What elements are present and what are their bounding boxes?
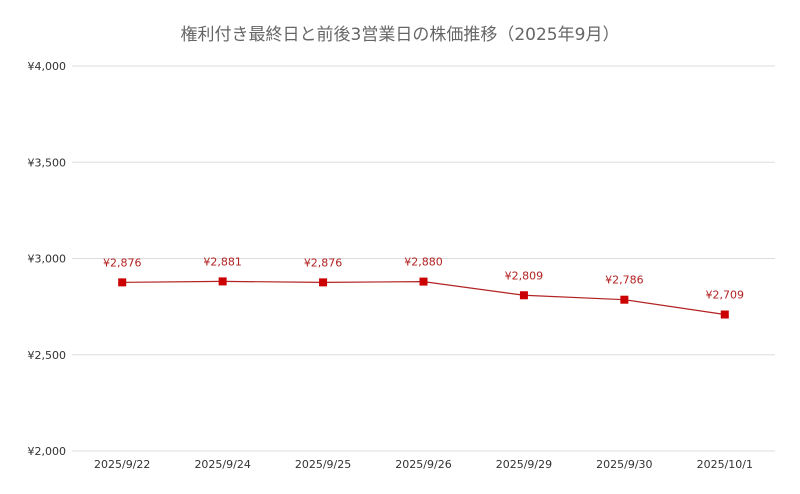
series	[118, 277, 729, 319]
x-tick-label: 2025/9/22	[94, 458, 150, 471]
data-point	[419, 277, 428, 286]
x-tick-label: 2025/9/29	[496, 458, 552, 471]
data-label: ¥2,876	[103, 256, 142, 269]
x-tick-label: 2025/9/25	[295, 458, 351, 471]
data-labels: ¥2,876 ¥2,881 ¥2,876 ¥2,880 ¥2,809 ¥2,786 ¥2,7…	[103, 255, 744, 301]
data-point	[720, 310, 729, 319]
data-label: ¥2,709	[706, 289, 745, 302]
data-point	[118, 278, 127, 287]
y-tick-label: ¥4,000	[28, 60, 67, 73]
x-tick-label: 2025/10/1	[697, 458, 753, 471]
data-point	[319, 278, 328, 287]
data-point	[218, 277, 227, 286]
x-tick-label: 2025/9/24	[194, 458, 250, 471]
chart-title: 権利付き最終日と前後3営業日の株価推移（2025年9月）	[181, 25, 620, 45]
y-axis-ticks: ¥2,000 ¥2,500 ¥3,000 ¥3,500 ¥4,000	[28, 60, 67, 458]
data-point	[519, 291, 528, 300]
y-tick-label: ¥2,500	[28, 349, 67, 362]
data-point	[620, 295, 629, 304]
y-tick-label: ¥3,000	[28, 253, 67, 266]
data-label: ¥2,786	[605, 274, 644, 287]
y-tick-label: ¥3,500	[28, 156, 67, 169]
data-label: ¥2,881	[203, 255, 242, 268]
data-label: ¥2,809	[505, 269, 544, 282]
y-tick-label: ¥2,000	[28, 445, 67, 458]
x-axis-ticks: 2025/9/22 2025/9/24 2025/9/25 2025/9/26 2025…	[94, 458, 753, 471]
x-tick-label: 2025/9/26	[395, 458, 451, 471]
data-label: ¥2,880	[404, 256, 443, 269]
gridlines	[72, 65, 775, 452]
data-label: ¥2,876	[304, 256, 343, 269]
x-tick-label: 2025/9/30	[596, 458, 652, 471]
